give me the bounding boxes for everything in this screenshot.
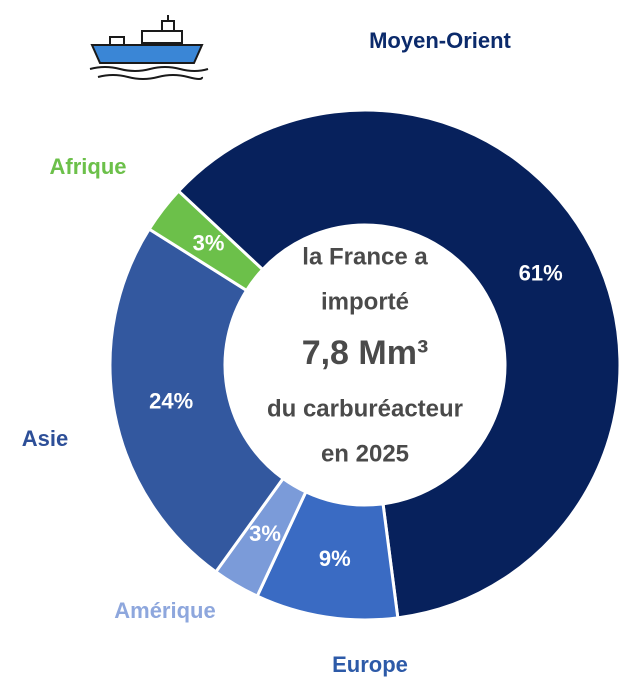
center-text: la France a (302, 243, 428, 270)
ship-icon (89, 15, 209, 80)
value-label: 3% (193, 230, 225, 255)
category-label: Moyen-Orient (369, 28, 511, 53)
value-label: 61% (519, 261, 563, 286)
category-label: Asie (22, 426, 68, 451)
value-label: 9% (319, 546, 351, 571)
center-text: importé (321, 288, 409, 315)
category-label: Afrique (50, 154, 127, 179)
center-text: en 2025 (321, 440, 409, 467)
value-label: 3% (249, 521, 281, 546)
center-text: 7,8 Mm³ (302, 334, 429, 372)
donut-segment (176, 108, 622, 620)
category-label: Europe (332, 652, 408, 677)
center-text: du carburéacteur (267, 395, 463, 422)
category-label: Amérique (114, 598, 215, 623)
donut-segment (108, 227, 286, 574)
donut-segment (147, 188, 265, 293)
value-label: 24% (149, 388, 193, 413)
